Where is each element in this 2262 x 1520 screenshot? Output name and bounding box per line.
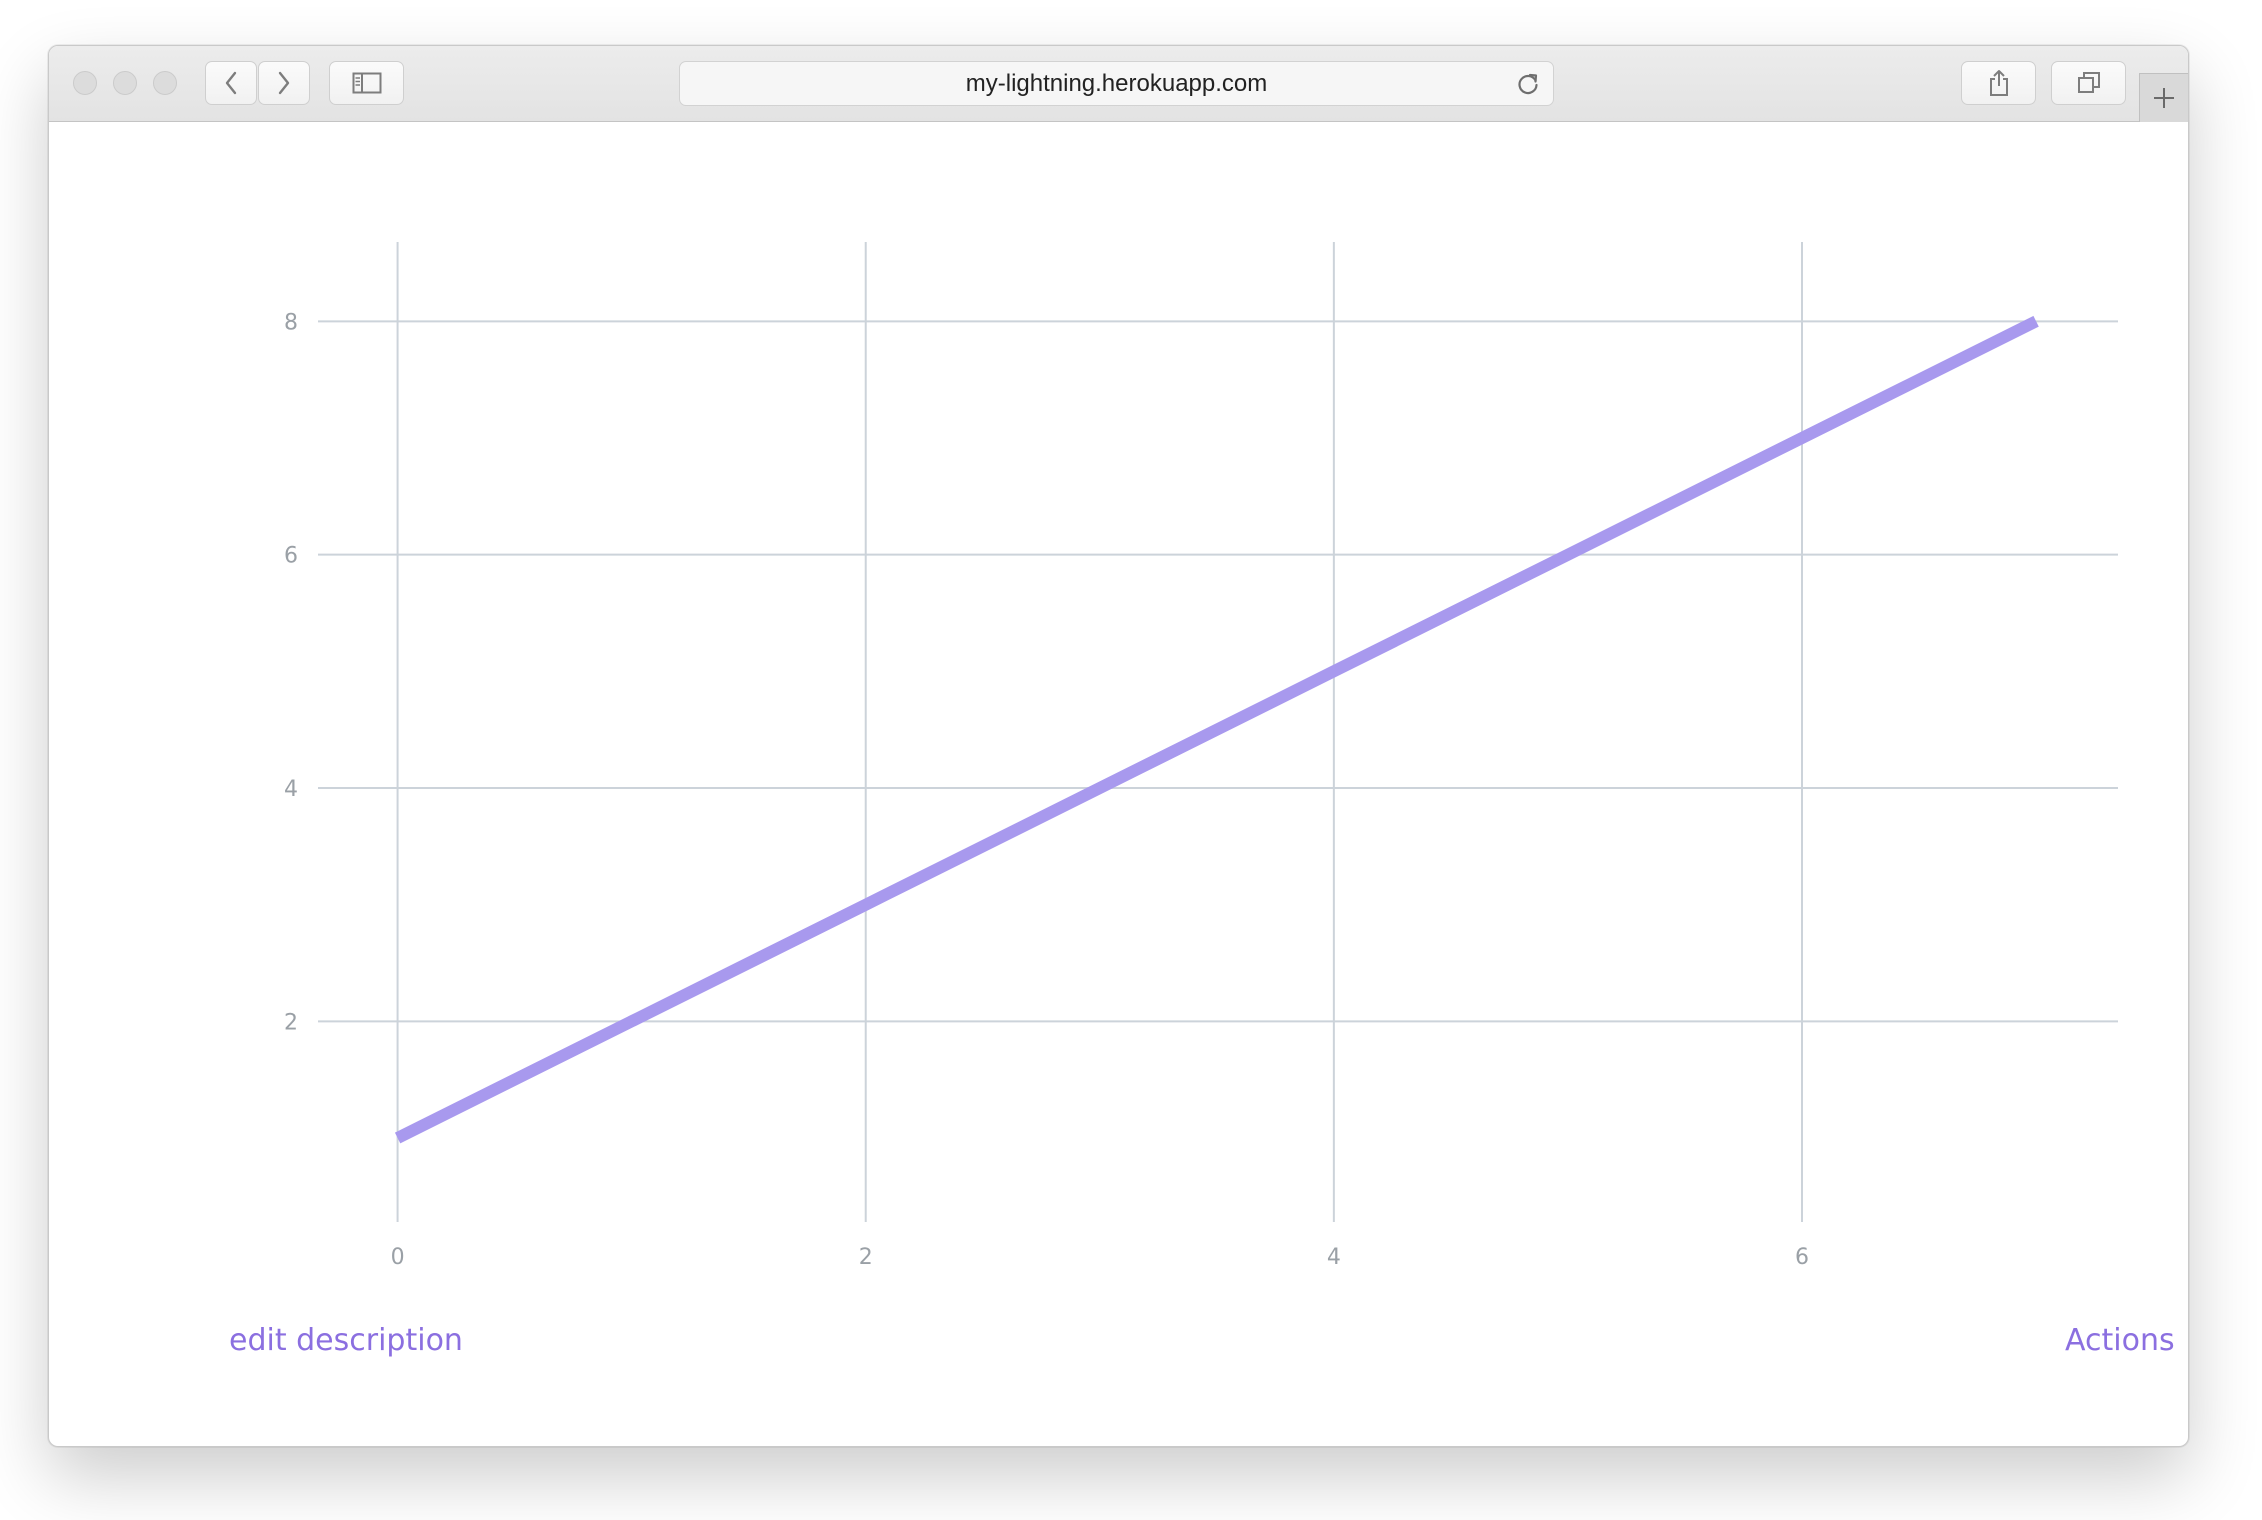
new-tab-button[interactable] (2139, 73, 2188, 122)
url-text: my-lightning.herokuapp.com (965, 70, 1268, 97)
chevron-left-icon (225, 71, 237, 95)
actions-link[interactable]: Actions (2065, 1323, 2175, 1358)
x-tick-label: 0 (391, 1245, 405, 1270)
y-tick-label: 4 (284, 777, 298, 802)
address-bar[interactable]: my-lightning.herokuapp.com (679, 61, 1554, 106)
share-icon (1989, 70, 2008, 96)
y-tick-label: 8 (284, 310, 298, 335)
traffic-light-minimize-icon[interactable] (113, 71, 137, 95)
series-line (394, 315, 2039, 1144)
forward-button[interactable] (258, 61, 310, 105)
reload-icon[interactable] (1515, 71, 1541, 97)
x-gridlines (396, 242, 1804, 1222)
traffic-light-close-icon[interactable] (73, 71, 97, 95)
browser-window: my-lightning.herokuapp.com 0 2 4 6 2 4 6 8 edit… (48, 45, 2189, 1447)
x-tick-label: 4 (1327, 1245, 1341, 1270)
share-button[interactable] (1961, 61, 2036, 105)
series-layer (394, 315, 2039, 1144)
y-tick-label: 6 (284, 544, 298, 569)
y-gridlines (318, 320, 2118, 1023)
tabs-overview-icon (2077, 72, 2100, 93)
edit-description-link[interactable]: edit description (229, 1323, 463, 1358)
line-chart: 0 2 4 6 2 4 6 8 (284, 242, 2118, 1270)
x-tick-label: 2 (859, 1245, 873, 1270)
back-button[interactable] (205, 61, 257, 105)
chevron-right-icon (278, 71, 290, 95)
plus-icon (2154, 88, 2174, 108)
page-content: 0 2 4 6 2 4 6 8 edit description Actions (49, 122, 2188, 1446)
tick-labels: 0 2 4 6 2 4 6 8 (284, 310, 1809, 1270)
sidebar-icon (352, 72, 381, 94)
traffic-light-zoom-icon[interactable] (153, 71, 177, 95)
x-tick-label: 6 (1795, 1245, 1809, 1270)
y-tick-label: 2 (284, 1010, 298, 1035)
sidebar-button[interactable] (329, 61, 404, 105)
tabs-overview-button[interactable] (2051, 61, 2126, 105)
browser-toolbar: my-lightning.herokuapp.com (49, 46, 2188, 122)
